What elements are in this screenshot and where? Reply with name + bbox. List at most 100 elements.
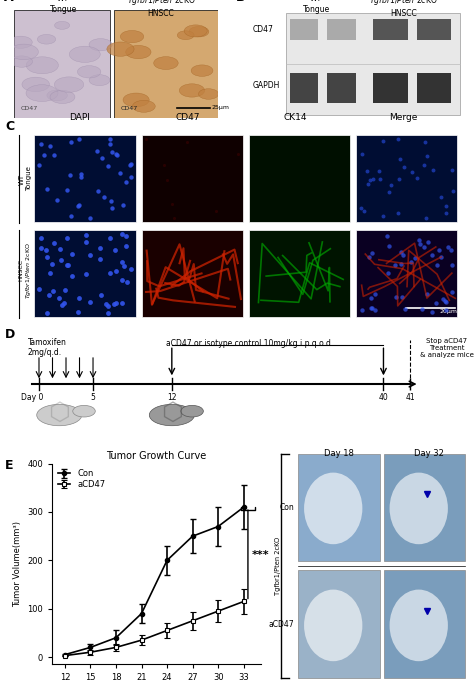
- Bar: [384, 453, 465, 561]
- Text: C: C: [5, 120, 14, 133]
- Bar: [298, 570, 380, 678]
- Bar: [35, 230, 136, 317]
- Point: [367, 292, 375, 303]
- Circle shape: [179, 84, 205, 97]
- Bar: [286, 12, 460, 116]
- Point: [443, 304, 450, 316]
- Point: [42, 244, 50, 255]
- Text: 5: 5: [91, 392, 95, 401]
- Point: [106, 138, 113, 149]
- Text: aCD47 or isotype control 10mg/kg i.p q.o.d: aCD47 or isotype control 10mg/kg i.p q.o…: [166, 340, 331, 349]
- Point: [44, 307, 51, 318]
- Point: [376, 174, 383, 185]
- Point: [442, 208, 449, 219]
- Ellipse shape: [390, 473, 448, 544]
- Point: [65, 260, 73, 271]
- Point: [108, 195, 115, 206]
- Point: [424, 236, 431, 247]
- Point: [74, 307, 82, 318]
- Bar: [356, 136, 457, 222]
- Point: [68, 136, 75, 147]
- Point: [112, 245, 119, 256]
- Point: [127, 159, 135, 170]
- Bar: [327, 73, 356, 102]
- Text: WT
Tongue: WT Tongue: [302, 0, 330, 14]
- Circle shape: [26, 84, 58, 102]
- Point: [413, 173, 421, 184]
- Point: [448, 259, 456, 270]
- Circle shape: [126, 46, 151, 59]
- Ellipse shape: [390, 590, 448, 662]
- Point: [66, 170, 73, 181]
- Bar: [249, 230, 350, 317]
- Point: [394, 207, 402, 218]
- Point: [360, 206, 367, 217]
- Text: Stop aCD47
Treatment
& analyze mice: Stop aCD47 Treatment & analyze mice: [419, 338, 474, 358]
- Point: [104, 300, 112, 311]
- Point: [408, 166, 416, 177]
- Point: [183, 137, 191, 148]
- Point: [372, 305, 379, 316]
- Point: [365, 178, 372, 189]
- Bar: [142, 230, 243, 317]
- Point: [48, 259, 55, 270]
- Point: [392, 292, 400, 303]
- Point: [399, 249, 407, 260]
- Point: [75, 134, 83, 145]
- Bar: [384, 570, 465, 678]
- Point: [56, 243, 64, 254]
- Bar: [417, 73, 451, 102]
- Point: [434, 260, 441, 271]
- Text: 12: 12: [167, 392, 177, 401]
- Text: Con: Con: [280, 502, 294, 511]
- Point: [118, 274, 126, 285]
- Bar: [290, 19, 319, 40]
- Title: Tumor Growth Curve: Tumor Growth Curve: [106, 451, 207, 462]
- Circle shape: [154, 57, 178, 69]
- Ellipse shape: [149, 404, 194, 426]
- Text: $\it{Tgfbr1/Pten}$ 2cKO
HNSCC: $\it{Tgfbr1/Pten}$ 2cKO HNSCC: [369, 0, 438, 18]
- Point: [86, 250, 93, 261]
- Point: [77, 168, 85, 179]
- Circle shape: [77, 66, 101, 78]
- Point: [358, 149, 365, 160]
- Text: CD47: CD47: [120, 106, 137, 111]
- Text: ⬡: ⬡: [161, 401, 183, 425]
- Text: E: E: [5, 459, 13, 472]
- Ellipse shape: [304, 473, 362, 544]
- Point: [63, 184, 71, 195]
- Text: Day 18: Day 18: [324, 448, 354, 457]
- Bar: [356, 230, 457, 317]
- Circle shape: [120, 30, 144, 43]
- Point: [367, 303, 374, 314]
- Text: Tgfbr1/Pten 2cKO: Tgfbr1/Pten 2cKO: [275, 536, 281, 595]
- Point: [63, 260, 71, 271]
- Point: [443, 296, 450, 307]
- Text: Merge: Merge: [390, 113, 418, 122]
- Point: [119, 200, 127, 211]
- Point: [400, 161, 408, 172]
- Point: [420, 242, 428, 253]
- Point: [118, 297, 125, 308]
- Point: [118, 229, 126, 240]
- Text: ⬡: ⬡: [48, 401, 70, 425]
- Point: [50, 149, 58, 161]
- Point: [82, 229, 90, 240]
- Point: [49, 285, 56, 296]
- Text: CD47: CD47: [20, 106, 37, 111]
- Ellipse shape: [181, 406, 203, 417]
- Text: CD47: CD47: [253, 25, 274, 34]
- Text: CK14: CK14: [284, 113, 308, 122]
- Text: WT
Tongue: WT Tongue: [19, 167, 32, 192]
- Point: [387, 179, 395, 190]
- Point: [439, 293, 447, 304]
- Text: GAPDH: GAPDH: [253, 81, 281, 90]
- Point: [379, 211, 387, 222]
- Point: [392, 260, 399, 271]
- Point: [61, 284, 68, 295]
- Point: [35, 159, 43, 170]
- Point: [364, 165, 371, 176]
- Point: [399, 291, 406, 302]
- Circle shape: [9, 36, 32, 48]
- Point: [104, 307, 112, 318]
